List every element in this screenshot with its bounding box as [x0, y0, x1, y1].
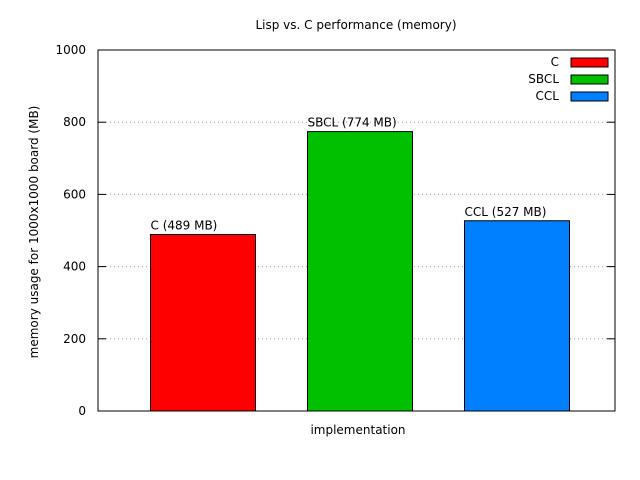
bars: [150, 131, 570, 412]
legend-swatch: [570, 74, 609, 85]
bar-value-label: SBCL (774 MB): [308, 116, 397, 130]
bar-value-label: C (489 MB): [151, 218, 218, 232]
legend-label: CCL: [536, 89, 560, 103]
y-tick-label: 400: [63, 260, 86, 274]
bar-c: [150, 233, 256, 412]
bar-value-label: CCL (527 MB): [465, 205, 547, 219]
legend-swatch: [570, 91, 609, 102]
plot-frame: [97, 49, 616, 412]
y-axis-label: memory usage for 1000x1000 board (MB): [27, 106, 41, 359]
bar-labels: C (489 MB) SBCL (774 MB) CCL (527 MB): [151, 116, 547, 233]
legend: C SBCL CCL: [528, 55, 609, 103]
bar-ccl: [464, 220, 570, 412]
legend-label: SBCL: [528, 72, 559, 86]
y-tick-label: 600: [63, 187, 86, 201]
legend-label: C: [551, 55, 559, 69]
x-axis-label: implementation: [310, 423, 405, 437]
legend-swatch: [570, 57, 609, 68]
bar-sbcl: [307, 131, 413, 412]
y-tick-label: 0: [78, 404, 86, 418]
y-tick-label: 1000: [55, 43, 86, 57]
y-tick-label: 200: [63, 332, 86, 346]
y-axis-ticks: 0 200 400 600 800 1000: [55, 43, 615, 418]
chart-title: Lisp vs. C performance (memory): [255, 18, 456, 32]
y-tick-label: 800: [63, 115, 86, 129]
